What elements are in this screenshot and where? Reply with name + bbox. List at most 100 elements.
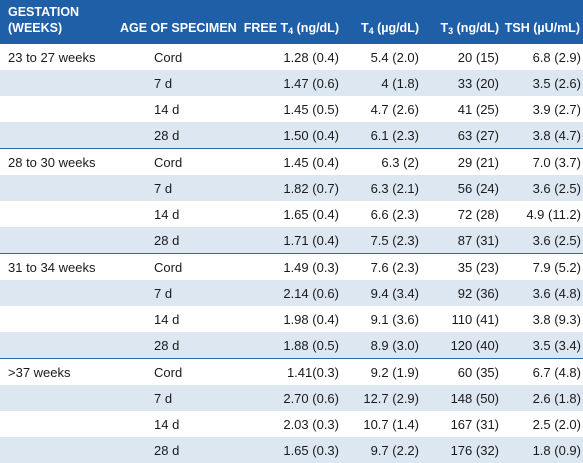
t4-cell: 10.7 (1.4) [363,416,419,432]
header-gestation-line2: (WEEKS) [8,21,63,35]
tsh-cell: 3.9 (2.7) [532,101,581,117]
age-cell: 28 d [154,337,180,353]
table-body: 23 to 27 weeks Cord 1.28 (0.4) 5.4 (2.0) 20 … [0,44,583,463]
age-cell: 28 d [154,442,180,458]
free-t4-cell: 1.65 (0.3) [283,442,339,458]
tsh-cell: 3.5 (2.6) [532,75,581,91]
header-tsh: TSH (µU/mL) [499,0,583,44]
table-row: 28 d 1.71 (0.4) 7.5 (2.3) 87 (31) 3.6 (2.5) [0,227,583,253]
gestation-cell: >37 weeks [8,364,71,380]
t4-cell: 6.3 (2.1) [370,180,419,196]
age-cell: Cord [154,364,183,380]
age-cell: 7 d [154,390,173,406]
t4-cell: 6.6 (2.3) [370,206,419,222]
table-row: 23 to 27 weeks Cord 1.28 (0.4) 5.4 (2.0) 20 … [0,44,583,70]
age-cell: Cord [154,154,183,170]
t3-cell: 167 (31) [450,416,499,432]
header-t4-sub: 4 [368,26,374,36]
header-age-label: AGE OF SPECIMEN [120,21,237,35]
age-cell: 14 d [154,206,180,222]
table-row: 28 to 30 weeks Cord 1.45 (0.4) 6.3 (2) 29 (2… [0,149,583,175]
t3-cell: 20 (15) [457,49,499,65]
table-row: 14 d 1.98 (0.4) 9.1 (3.6) 110 (41) 3.8 (9.3) [0,306,583,332]
t3-cell: 148 (50) [450,390,499,406]
table-row: 14 d 1.45 (0.5) 4.7 (2.6) 41 (25) 3.9 (2.7) [0,96,583,122]
table-row: 7 d 1.47 (0.6) 4 (1.8) 33 (20) 3.5 (2.6) [0,70,583,96]
header-t3-unit: (ng/dL) [453,21,499,35]
t3-cell: 60 (35) [457,364,499,380]
tsh-cell: 3.6 (2.5) [532,180,581,196]
age-cell: Cord [154,259,183,275]
free-t4-cell: 1.45 (0.5) [283,101,339,117]
tsh-cell: 6.8 (2.9) [532,49,581,65]
table-row: 7 d 2.14 (0.6) 9.4 (3.4) 92 (36) 3.6 (4.8) [0,280,583,306]
age-cell: 7 d [154,75,173,91]
tsh-cell: 3.6 (4.8) [532,285,581,301]
table-row: >37 weeks Cord 1.41(0.3) 9.2 (1.9) 60 (35) 6.… [0,359,583,385]
t3-cell: 87 (31) [457,232,499,248]
age-cell: 14 d [154,101,180,117]
gestation-group: 23 to 27 weeks Cord 1.28 (0.4) 5.4 (2.0) 20 … [0,44,583,149]
t4-cell: 5.4 (2.0) [370,49,419,65]
free-t4-cell: 1.50 (0.4) [283,127,339,143]
t4-cell: 4 (1.8) [381,75,419,91]
header-t3: T3 (ng/dL) [419,0,499,44]
tsh-cell: 2.6 (1.8) [532,390,581,406]
t3-cell: 56 (24) [457,180,499,196]
header-tsh-label: TSH (µU/mL) [504,21,580,35]
tsh-cell: 7.9 (5.2) [532,259,581,275]
t3-cell: 92 (36) [457,285,499,301]
header-t4-unit: (µg/dL) [373,21,419,35]
t4-cell: 7.5 (2.3) [370,232,419,248]
table-header: GESTATION (WEEKS) AGE OF SPECIMEN FREE T4… [0,0,583,44]
free-t4-cell: 2.03 (0.3) [283,416,339,432]
t4-cell: 4.7 (2.6) [370,101,419,117]
t4-cell: 9.2 (1.9) [370,364,419,380]
free-t4-cell: 1.28 (0.4) [283,49,339,65]
t4-cell: 7.6 (2.3) [370,259,419,275]
gestation-group: 28 to 30 weeks Cord 1.45 (0.4) 6.3 (2) 29 (2… [0,149,583,254]
free-t4-cell: 1.49 (0.3) [283,259,339,275]
header-gestation-line1: GESTATION [8,5,80,19]
age-cell: 28 d [154,232,180,248]
gestation-cell: 28 to 30 weeks [8,154,96,170]
header-gestation: GESTATION (WEEKS) [0,0,120,44]
tsh-cell: 3.8 (4.7) [532,127,581,143]
table-row: 28 d 1.88 (0.5) 8.9 (3.0) 120 (40) 3.5 (3.4) [0,332,583,358]
gestation-cell: 23 to 27 weeks [8,49,96,65]
tsh-cell: 3.5 (3.4) [532,337,581,353]
header-t3-text: T [440,21,449,35]
header-free-t4: FREE T4 (ng/dL) [236,0,339,44]
table-row: 31 to 34 weeks Cord 1.49 (0.3) 7.6 (2.3) 35 … [0,254,583,280]
t3-cell: 110 (41) [451,311,499,327]
age-cell: 28 d [154,127,180,143]
free-t4-cell: 1.71 (0.4) [283,232,339,248]
t4-cell: 8.9 (3.0) [370,337,419,353]
tsh-cell: 7.0 (3.7) [532,154,581,170]
t4-cell: 6.1 (2.3) [370,127,419,143]
table-row: 28 d 1.50 (0.4) 6.1 (2.3) 63 (27) 3.8 (4.7) [0,122,583,148]
free-t4-cell: 1.82 (0.7) [283,180,339,196]
tsh-cell: 2.5 (2.0) [532,416,581,432]
t4-cell: 6.3 (2) [381,154,419,170]
age-cell: 7 d [154,285,173,301]
t3-cell: 41 (25) [457,101,499,117]
header-age: AGE OF SPECIMEN [120,0,237,44]
header-t4: T4 (µg/dL) [339,0,419,44]
table-row: 14 d 1.65 (0.4) 6.6 (2.3) 72 (28) 4.9 (11.2) [0,201,583,227]
tsh-cell: 1.8 (0.9) [532,442,581,458]
table-row: 14 d 2.03 (0.3) 10.7 (1.4) 167 (31) 2.5 (2.0… [0,411,583,437]
t3-cell: 29 (21) [457,154,499,170]
header-free-t4-unit: (ng/dL) [293,21,339,35]
header-t3-sub: 3 [448,26,454,36]
table-row: 7 d 2.70 (0.6) 12.7 (2.9) 148 (50) 2.6 (1.8) [0,385,583,411]
t4-cell: 12.7 (2.9) [363,390,419,406]
free-t4-cell: 1.45 (0.4) [283,154,339,170]
tsh-cell: 3.8 (9.3) [532,311,581,327]
age-cell: 14 d [154,416,180,432]
t3-cell: 176 (32) [450,442,499,458]
age-cell: Cord [154,49,183,65]
free-t4-cell: 2.14 (0.6) [283,285,339,301]
t4-cell: 9.1 (3.6) [370,311,419,327]
